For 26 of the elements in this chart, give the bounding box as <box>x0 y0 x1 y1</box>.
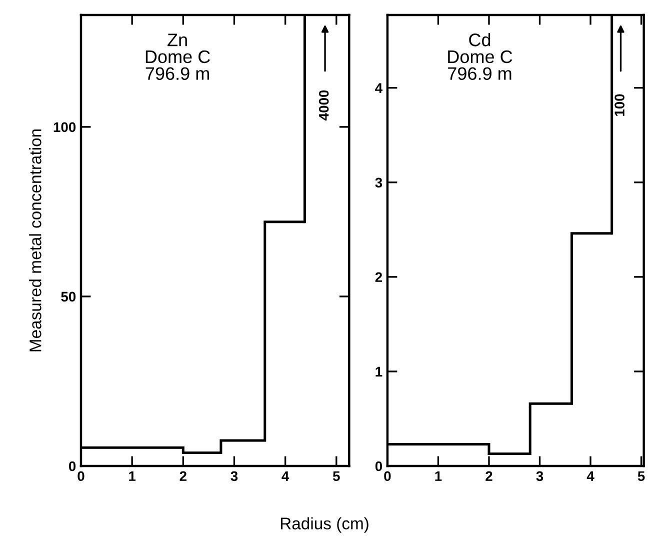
y-axis-title: Measured metal concentration <box>29 129 42 352</box>
x-tick-label: 0 <box>78 471 84 482</box>
x-tick-label: 4 <box>586 471 594 481</box>
y-tick-label: 3 <box>375 178 382 188</box>
x-tick-label: 4 <box>282 471 290 481</box>
x-tick-label: 1 <box>129 471 136 481</box>
x-tick-label: 3 <box>536 471 544 482</box>
y-tick-label: 2 <box>375 272 382 282</box>
x-tick-label: 0 <box>384 471 391 482</box>
x-axis-title: Radius (cm) <box>280 517 368 533</box>
y-tick-label: 0 <box>375 461 382 472</box>
y-tick-label: 4 <box>375 83 383 93</box>
y-tick-label: 50 <box>61 292 76 302</box>
x-tick-label: 5 <box>332 471 340 482</box>
annotation: Zn Dome C 796.9 m <box>146 34 210 80</box>
annotation: 4000 <box>318 90 329 120</box>
y-tick-label: 100 <box>54 122 76 132</box>
annotation: 100 <box>614 94 624 116</box>
x-tick-label: 1 <box>435 471 442 481</box>
y-tick-label: 0 <box>68 461 76 472</box>
x-tick-label: 5 <box>638 471 645 482</box>
x-tick-label: 3 <box>230 471 238 482</box>
x-tick-label: 2 <box>486 471 492 481</box>
x-tick-label: 2 <box>180 471 186 481</box>
annotation: Cd Dome C 796.9 m <box>448 33 512 80</box>
y-tick-label: 1 <box>376 366 382 376</box>
